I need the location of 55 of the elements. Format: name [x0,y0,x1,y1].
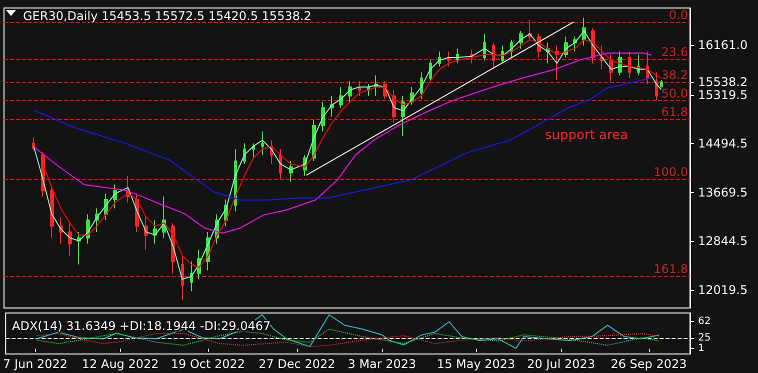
candlestick [68,222,72,256]
candlestick [50,184,54,238]
annotation: 61.8 [661,104,688,119]
candlestick [555,45,559,80]
y-tick-label: 14494.5 [698,136,748,151]
candlestick [646,51,649,85]
candlestick [181,255,184,301]
candlestick [438,51,441,67]
y-tick-label: 16161.0 [698,38,748,52]
chart-title: GER30,Daily 15453.5 15572.5 15420.5 15538.2 [23,9,312,23]
candlestick [77,231,81,266]
y-tick-label: 12019.5 [698,282,748,297]
annotation: 100.0 [654,164,688,179]
candlestick [348,80,352,102]
candlestick [252,142,255,159]
candlestick [655,72,658,101]
candlestick [429,60,432,82]
y-tick-label: 13669.5 [698,185,748,200]
line-series [33,78,652,201]
x-tick-label: 12 Aug 2022 [82,357,159,371]
candlestick [279,148,282,180]
y-tick-label: 62 [698,316,711,328]
candlestick [492,42,495,70]
candlestick [190,261,193,292]
candlestick [153,220,157,244]
y-tick-label: 15538.2 [698,74,748,89]
y-tick-label: 12844.5 [698,234,748,248]
candlestick [600,45,604,70]
x-tick-label: 7 Jun 2022 [2,357,68,371]
x-tick-label: 27 Dec 2022 [258,357,336,371]
candlestick [660,79,663,90]
candlestick [358,80,361,96]
y-tick-label: 1 [698,342,704,354]
candlestick [420,72,423,100]
line-series [33,52,652,234]
candlestick [321,101,325,132]
x-tick-label: 19 Oct 2022 [170,357,246,371]
candlestick [261,130,264,156]
candlestick [501,45,504,64]
y-tick-label: 25 [698,332,711,344]
line-series [36,333,660,348]
candlestick [32,136,35,151]
x-tick-label: 20 Jul 2023 [527,357,596,371]
candlestick [628,51,631,79]
annotation: 23.6 [661,44,688,59]
annotation: support area [545,128,628,143]
annotation: 0.0 [668,8,688,22]
annotation: 50.0 [661,86,688,100]
x-tick-label: 15 May 2023 [436,357,516,371]
x-tick-label: 26 Sep 2023 [610,357,687,371]
annotation: 38.2 [661,68,688,82]
x-tick-label: 3 Mar 2023 [348,357,416,371]
candlestick [447,51,450,67]
y-tick-label: 15319.5 [698,88,748,102]
annotation: 161.8 [654,262,688,276]
